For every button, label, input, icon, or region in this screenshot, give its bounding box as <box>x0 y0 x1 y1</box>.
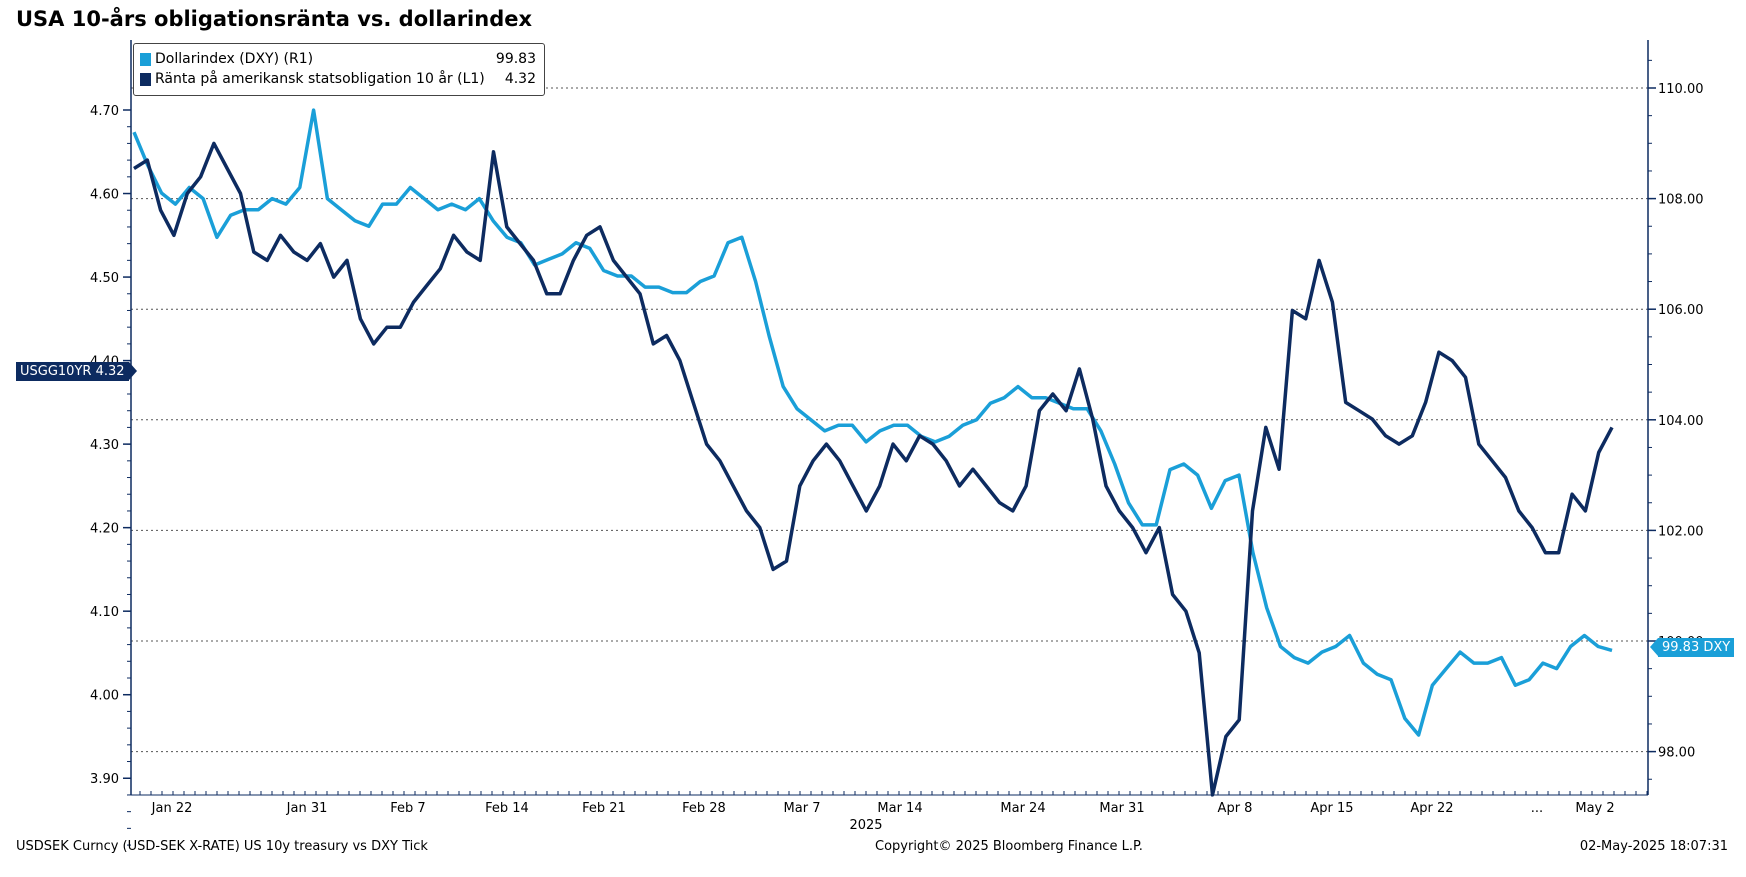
legend-value: 4.32 <box>504 71 536 87</box>
right-tick-label: 102.00 <box>1658 524 1704 539</box>
x-tick-label: Jan 22 <box>151 801 193 816</box>
footer-copyright: Copyright© 2025 Bloomberg Finance L.P. <box>875 839 1143 854</box>
left-tick-label: 3.90 <box>90 772 119 787</box>
x-tick-label: Jan 31 <box>286 801 328 816</box>
series-yield <box>133 141 1614 797</box>
left-tick-label: 4.30 <box>90 438 119 453</box>
last-value-tag-dxy: 99.83 DXY <box>1649 638 1735 657</box>
right-tick-label: 98.00 <box>1658 746 1695 761</box>
right-axis-ticks: 110.00108.00106.00104.00102.00100.0098.0… <box>1648 59 1704 780</box>
x-year-label: 2025 <box>849 818 882 833</box>
left-tick-label: 4.70 <box>90 104 119 119</box>
legend: Dollarindex (DXY) (R1) 99.83 Ränta på am… <box>133 43 545 96</box>
right-tick-label: 104.00 <box>1658 414 1704 429</box>
x-axis-ticks: Jan 22 Jan 31 Feb 7 Feb 14 Feb 21 Feb 28 Mar 7… <box>139 791 1648 833</box>
x-tick-label: Mar 24 <box>1000 801 1045 816</box>
x-tick-label: Apr 15 <box>1310 801 1353 816</box>
x-tick-label: Mar 7 <box>784 801 821 816</box>
x-tick-label: ... <box>1531 801 1543 816</box>
legend-swatch-dxy <box>140 52 151 66</box>
series-dxy <box>132 108 1613 737</box>
left-tick-label: 4.00 <box>90 689 119 704</box>
x-tick-label: Feb 14 <box>485 801 529 816</box>
legend-swatch-yield <box>140 72 151 86</box>
x-tick-label: May 2 <box>1575 801 1614 816</box>
legend-label: Dollarindex (DXY) (R1) <box>155 51 314 67</box>
left-tick-label: 4.60 <box>90 188 119 203</box>
footer-ticker: USDSEK Curncy (USD-SEK X-RATE) US 10y tr… <box>16 839 428 854</box>
x-tick-label: Feb 28 <box>682 801 726 816</box>
right-tick-label: 108.00 <box>1658 193 1704 208</box>
legend-item-dxy[interactable]: Dollarindex (DXY) (R1) 99.83 <box>140 50 536 68</box>
chart-title: USA 10-års obligationsränta vs. dollarin… <box>16 7 533 31</box>
left-axis-ticks: 4.704.604.504.404.304.204.104.003.90 <box>90 104 131 846</box>
legend-item-yield[interactable]: Ränta på amerikansk statsobligation 10 å… <box>140 70 536 88</box>
yield-line <box>133 141 1614 797</box>
x-tick-label: Mar 14 <box>877 801 922 816</box>
x-tick-label: Feb 21 <box>582 801 626 816</box>
x-tick-label: Apr 22 <box>1410 801 1453 816</box>
legend-value: 99.83 <box>495 51 536 67</box>
x-tick-label: Mar 31 <box>1099 801 1144 816</box>
dxy-line <box>132 108 1613 737</box>
x-tick-label: Apr 8 <box>1218 801 1253 816</box>
last-value-tag-yield: USGG10YR 4.32 <box>16 362 136 381</box>
axes <box>130 40 1649 796</box>
legend-label: Ränta på amerikansk statsobligation 10 å… <box>155 71 485 87</box>
right-tick-label: 106.00 <box>1658 303 1704 318</box>
left-tick-label: 4.20 <box>90 522 119 537</box>
left-tick-label: 4.50 <box>90 271 119 286</box>
right-tick-label: 110.00 <box>1658 82 1704 97</box>
footer-timestamp: 02-May-2025 18:07:31 <box>1579 839 1728 854</box>
x-tick-label: Feb 7 <box>390 801 425 816</box>
left-tick-label: 4.10 <box>90 605 119 620</box>
